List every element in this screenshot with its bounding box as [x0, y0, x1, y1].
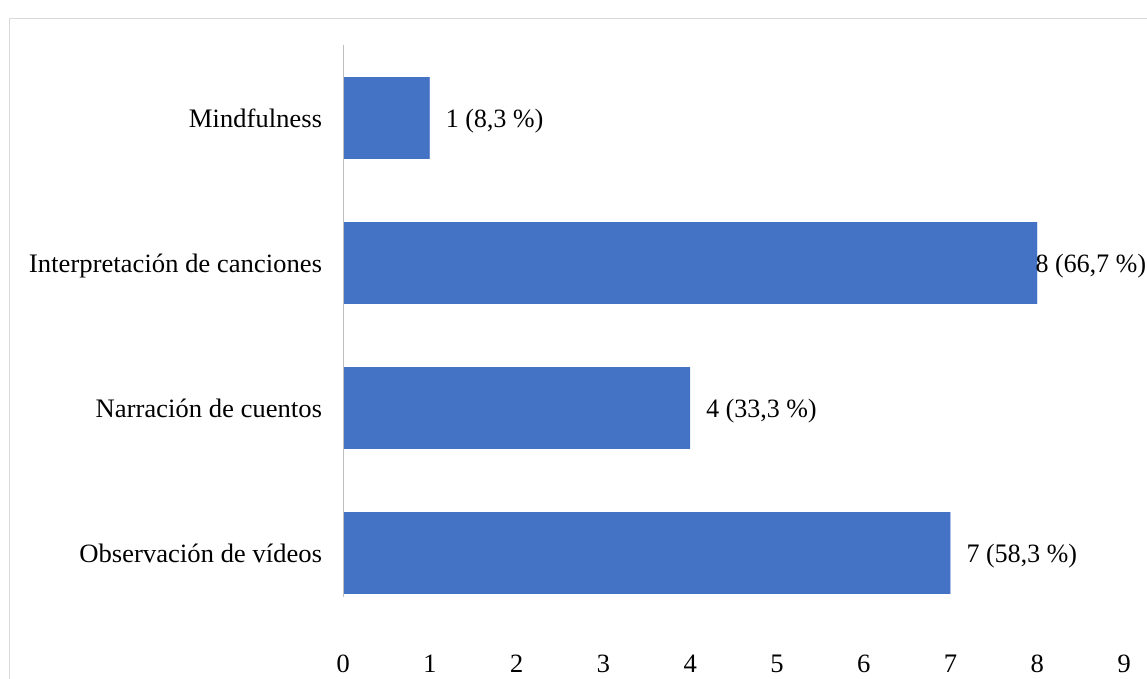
bar-narracion-de-cuentos [343, 367, 691, 449]
category-label-observacion-de-videos: Observación de vídeos [79, 538, 322, 568]
category-labels: Mindfulness Interpretación de canciones Na… [29, 103, 322, 568]
bars-group [343, 77, 1038, 594]
bar-interpretacion-de-canciones [343, 222, 1038, 304]
x-tick-label-1: 1 [423, 648, 436, 678]
data-labels: 1 (8,3 %) 8 (66,7 %) 4 (33,3 %) 7 (58,3 %) [446, 104, 1146, 568]
x-tick-label-4: 4 [683, 648, 696, 678]
data-label-observacion-de-videos: 7 (58,3 %) [966, 539, 1076, 568]
x-tick-label-2: 2 [510, 648, 523, 678]
x-tick-label-9: 9 [1117, 648, 1130, 678]
category-label-mindfulness: Mindfulness [189, 103, 322, 133]
category-label-narracion-de-cuentos: Narración de cuentos [96, 393, 322, 423]
x-tick-label-7: 7 [944, 648, 957, 678]
data-label-mindfulness: 1 (8,3 %) [446, 104, 543, 133]
x-tick-label-8: 8 [1031, 648, 1044, 678]
data-label-narracion-de-cuentos: 4 (33,3 %) [706, 394, 816, 423]
x-tick-label-3: 3 [597, 648, 610, 678]
x-tick-label-6: 6 [857, 648, 870, 678]
bar-observacion-de-videos [343, 512, 951, 594]
x-axis-tick-labels: 0 1 2 3 4 5 6 7 8 9 [336, 648, 1130, 678]
bar-mindfulness [343, 77, 430, 159]
category-label-interpretacion-de-canciones: Interpretación de canciones [29, 248, 322, 278]
data-label-interpretacion-de-canciones: 8 (66,7 %) [1036, 249, 1146, 278]
x-tick-label-0: 0 [336, 648, 349, 678]
x-tick-label-5: 5 [770, 648, 783, 678]
